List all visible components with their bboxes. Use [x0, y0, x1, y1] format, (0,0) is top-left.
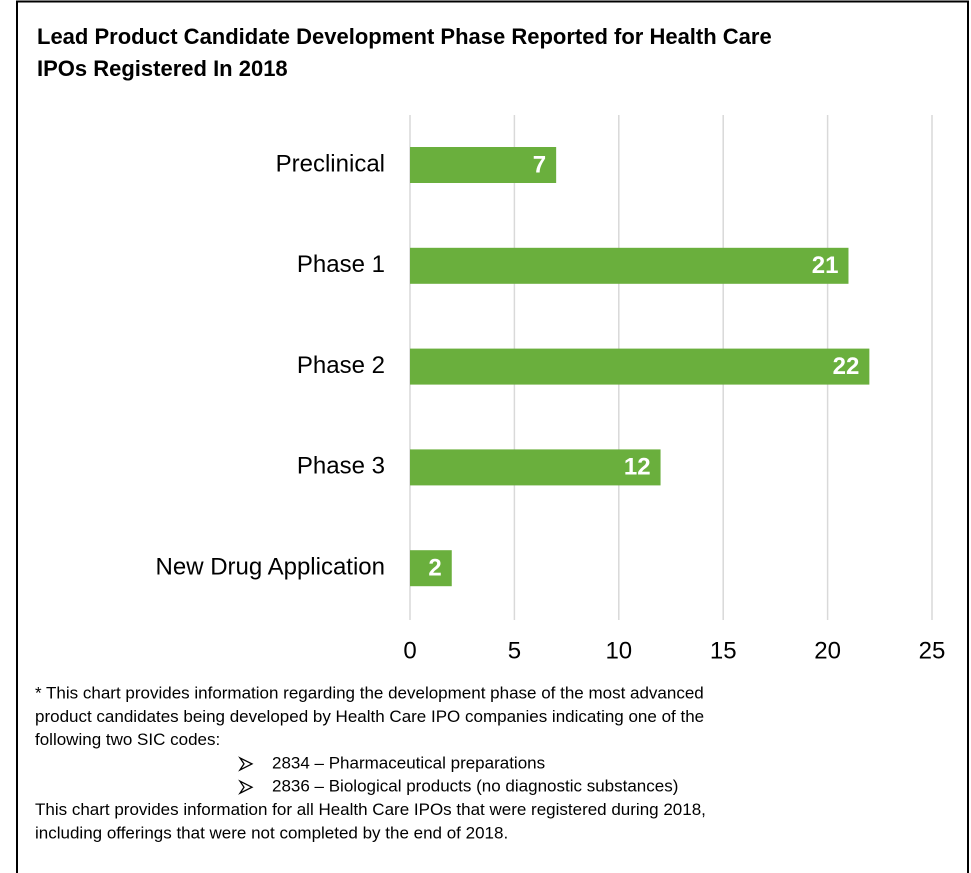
- data-label: 22: [833, 353, 860, 380]
- x-tick-label: 5: [508, 637, 521, 664]
- chart-title: Lead Product Candidate Development Phase…: [37, 24, 772, 49]
- data-label: 7: [533, 151, 546, 178]
- footnote-line: including offerings that were not comple…: [35, 823, 508, 842]
- bar: [410, 147, 557, 183]
- y-tick-label: Phase 1: [297, 251, 385, 278]
- footnote-line: product candidates being developed by He…: [35, 707, 704, 726]
- data-label: 21: [812, 252, 839, 279]
- footnote-bullet: 2836 – Biological products (no diagnosti…: [272, 777, 678, 796]
- x-tick-label: 20: [814, 637, 841, 664]
- x-tick-label: 15: [710, 637, 737, 664]
- bar: [410, 247, 849, 284]
- y-tick-label: Phase 2: [297, 352, 385, 379]
- bar: [410, 348, 870, 385]
- bullet-arrow: [238, 756, 254, 772]
- footnote-line: * This chart provides information regard…: [35, 683, 704, 702]
- x-tick-label: 25: [919, 637, 946, 664]
- bullet-arrow: [238, 779, 254, 795]
- footnote-bullet: 2834 – Pharmaceutical preparations: [272, 753, 545, 772]
- x-tick-label: 0: [403, 637, 416, 664]
- y-tick-label: New Drug Application: [156, 554, 385, 581]
- x-tick-label: 10: [605, 637, 632, 664]
- footnote-line: following two SIC codes:: [35, 730, 220, 749]
- frame: [16, 0, 969, 873]
- bar: [410, 449, 661, 486]
- data-label: 12: [624, 454, 651, 481]
- footnote-line: This chart provides information for all …: [35, 800, 706, 819]
- y-tick-label: Preclinical: [276, 150, 385, 177]
- chart-title: IPOs Registered In 2018: [37, 56, 288, 81]
- y-tick-label: Phase 3: [297, 453, 385, 480]
- data-label: 2: [428, 555, 441, 582]
- bar: [410, 550, 452, 587]
